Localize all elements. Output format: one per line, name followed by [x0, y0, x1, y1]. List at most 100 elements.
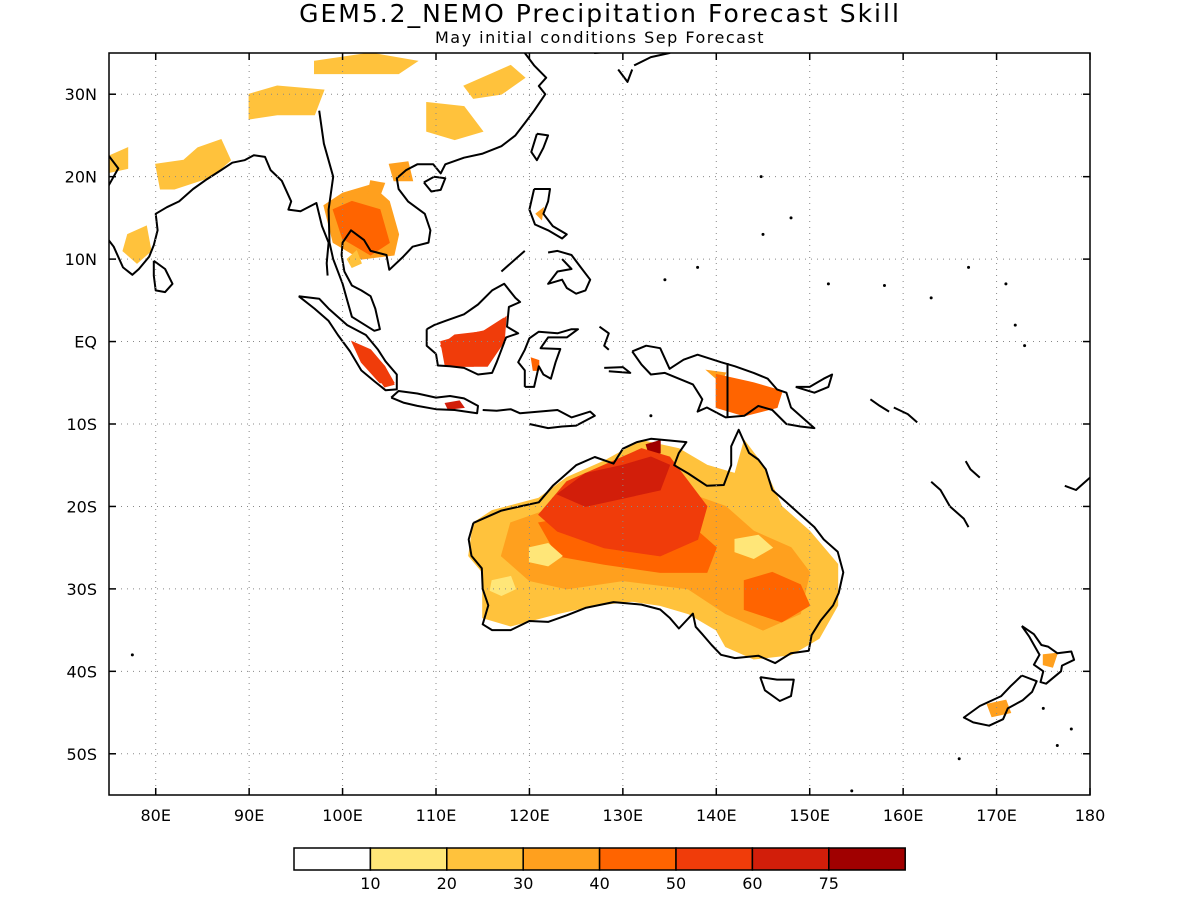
coastline — [423, 175, 447, 193]
skill-patch — [367, 180, 386, 197]
skill-patch — [463, 64, 526, 99]
lon-label: 140E — [696, 806, 737, 825]
coastline — [517, 328, 579, 388]
lon-label: 110E — [416, 806, 457, 825]
colorbar-swatch — [828, 847, 906, 871]
coastline — [1020, 625, 1076, 685]
colorbar-label: 20 — [437, 874, 457, 893]
skill-patch — [388, 161, 414, 182]
lon-label: 160E — [883, 806, 924, 825]
coastline — [631, 344, 816, 430]
colorbar: 10 20 30 40 50 60 75 — [293, 847, 906, 893]
colorbar-label: 60 — [742, 874, 762, 893]
lon-label: 170E — [976, 806, 1017, 825]
colorbar-swatch — [751, 847, 830, 871]
island — [1023, 344, 1027, 348]
colorbar-label: 50 — [666, 874, 686, 893]
lat-label: 40S — [66, 662, 97, 681]
map-subtitle: May initial conditions Sep Forecast — [434, 28, 766, 47]
gridlines — [109, 53, 1090, 795]
axis-ticks: 30N 20N 10N EQ 10S 20S 30S 40S 50S 80E 90E 100E 110E… — [65, 53, 1106, 825]
skill-patch — [444, 400, 465, 410]
coastline — [617, 68, 634, 83]
skill-patch — [248, 85, 325, 120]
lon-label: 180 — [1075, 806, 1106, 825]
lon-label: 150E — [789, 806, 830, 825]
island — [826, 282, 830, 286]
colorbar-label: 10 — [360, 874, 380, 893]
coastline — [318, 53, 548, 332]
lat-label: 20N — [65, 168, 97, 187]
coastline — [530, 132, 550, 162]
skill-region — [556, 456, 671, 507]
coastline — [893, 406, 918, 424]
lat-label: 30S — [66, 580, 97, 599]
skill-shading — [109, 53, 1059, 718]
skill-patch — [986, 699, 1012, 718]
island — [663, 278, 667, 282]
skill-patch — [1042, 652, 1059, 668]
skill-patch — [346, 250, 362, 269]
island — [649, 414, 653, 418]
island — [1041, 706, 1045, 710]
coastline — [962, 674, 1038, 727]
skill-patch — [314, 53, 419, 75]
skill-patch — [122, 225, 152, 264]
coastline — [109, 154, 330, 276]
coastlines — [109, 53, 1090, 793]
island — [1055, 744, 1059, 748]
island — [1013, 323, 1017, 327]
coastline — [467, 428, 845, 665]
coastline — [593, 53, 607, 54]
lat-label: 10N — [65, 250, 97, 269]
coastline — [298, 295, 398, 392]
coastline — [482, 408, 596, 430]
coastline — [604, 366, 632, 374]
coastline — [930, 480, 970, 528]
island — [789, 216, 793, 220]
coastline — [547, 249, 592, 295]
island — [967, 265, 971, 269]
colorbar-swatch — [293, 847, 372, 871]
coastline — [633, 53, 672, 67]
lat-label: 20S — [66, 497, 97, 516]
island — [957, 757, 961, 761]
lon-label: 130E — [603, 806, 644, 825]
colorbar-swatch — [598, 847, 677, 871]
lon-label: 90E — [234, 806, 264, 825]
coastline — [759, 676, 795, 702]
coastline — [964, 460, 981, 479]
skill-patch — [109, 147, 129, 174]
coastline — [795, 373, 834, 394]
colorbar-label: 30 — [513, 874, 533, 893]
colorbar-label: 40 — [589, 874, 609, 893]
island — [850, 789, 854, 793]
island — [929, 296, 933, 300]
skill-patch — [535, 206, 545, 221]
coastline — [425, 282, 522, 376]
skill-region — [350, 340, 395, 384]
lat-label: EQ — [74, 333, 97, 352]
skill-region — [440, 317, 504, 367]
colorbar-swatch — [522, 847, 601, 871]
island — [1004, 282, 1008, 286]
island — [759, 175, 763, 179]
coastline — [500, 250, 526, 273]
skill-patch — [528, 542, 563, 567]
island — [696, 265, 700, 269]
island — [130, 653, 134, 657]
coastline — [528, 188, 568, 240]
coastline — [869, 398, 890, 413]
lat-label: 50S — [66, 745, 97, 764]
colorbar-swatch — [369, 847, 448, 871]
lon-label: 80E — [140, 806, 170, 825]
skill-region — [332, 200, 390, 256]
map-title: GEM5.2_NEMO Precipitation Forecast Skill — [299, 0, 901, 28]
colorbar-swatch — [446, 847, 524, 871]
map-frame — [108, 52, 1091, 796]
island — [1069, 727, 1073, 731]
coastline — [598, 325, 610, 351]
coastline — [1064, 476, 1090, 491]
skill-patch — [489, 575, 517, 597]
